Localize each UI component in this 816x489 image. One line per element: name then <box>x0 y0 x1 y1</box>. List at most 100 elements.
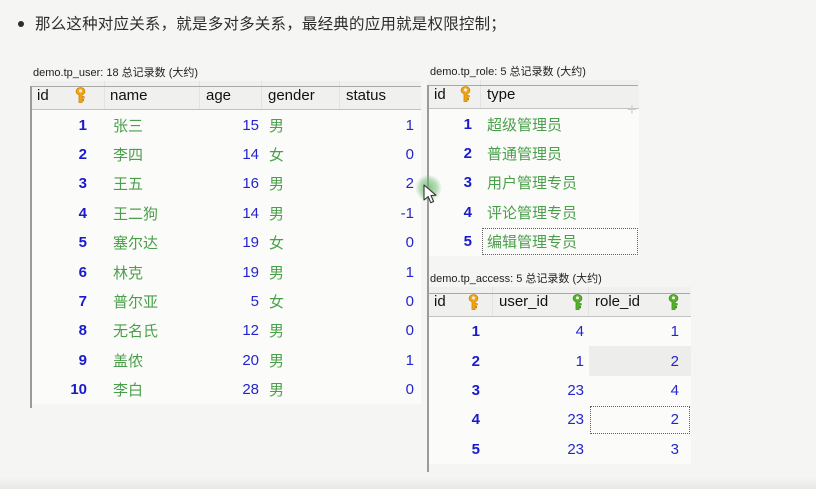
column-label: type <box>487 85 516 103</box>
cell[interactable]: 4 <box>78 204 87 222</box>
cell[interactable]: 23 <box>567 440 584 458</box>
column-label: gender <box>268 86 315 104</box>
cell[interactable]: 19 <box>242 234 259 252</box>
cell[interactable]: 4 <box>463 203 472 221</box>
cell[interactable]: 1 <box>471 323 480 341</box>
table-row: 3 王五 16 男 2 <box>31 169 421 198</box>
cell[interactable]: 女 <box>269 293 285 311</box>
cell[interactable]: 张三 <box>113 117 144 135</box>
cell[interactable]: 盖侬 <box>113 352 144 370</box>
cell[interactable]: 男 <box>269 117 285 135</box>
cell[interactable]: -1 <box>400 204 414 222</box>
cell[interactable]: 1 <box>405 351 414 369</box>
cell[interactable]: 14 <box>242 145 259 163</box>
cell[interactable]: 林克 <box>113 264 144 282</box>
cell[interactable]: 男 <box>269 323 285 341</box>
cell[interactable]: 8 <box>78 322 87 340</box>
cell[interactable]: 0 <box>405 381 414 399</box>
column-label: user_id <box>499 293 549 310</box>
cell[interactable]: 1 <box>463 115 472 133</box>
cell[interactable]: 无名氏 <box>113 323 159 341</box>
column-header-type[interactable]: type <box>481 80 639 108</box>
cell[interactable]: 15 <box>242 116 259 134</box>
cell[interactable]: 普尔亚 <box>113 293 159 311</box>
cell[interactable]: 男 <box>269 382 285 400</box>
cell[interactable]: 男 <box>269 352 285 370</box>
column-label: id <box>434 293 446 310</box>
tp-access-panel: demo.tp_access: 5 总记录数 (大约) id user_id rol… <box>428 272 691 464</box>
cell[interactable]: 编辑管理专员 <box>481 227 639 256</box>
cell[interactable]: 2 <box>405 175 414 193</box>
cell[interactable]: 9 <box>78 351 87 369</box>
cell[interactable]: 16 <box>242 175 259 193</box>
cell[interactable]: 李白 <box>113 382 144 400</box>
cell[interactable]: 4 <box>670 381 679 399</box>
right-tables-left-border <box>427 85 429 472</box>
tp-user-left-border <box>30 86 32 408</box>
column-label: id <box>37 86 49 104</box>
cell[interactable]: 3 <box>463 174 472 192</box>
column-header-gender[interactable]: gender <box>262 81 340 110</box>
cell[interactable]: 6 <box>78 263 87 281</box>
cell[interactable]: 女 <box>269 146 285 164</box>
cell[interactable]: 0 <box>405 292 414 310</box>
cell[interactable]: 3 <box>670 440 679 458</box>
cell[interactable]: 0 <box>405 234 414 252</box>
cell[interactable]: 20 <box>242 351 259 369</box>
column-header-user_id[interactable]: user_id <box>493 287 589 316</box>
plus-icon: + <box>627 100 637 119</box>
column-label: role_id <box>595 293 641 310</box>
cell[interactable]: 男 <box>269 264 285 282</box>
cell[interactable]: 王五 <box>113 176 144 194</box>
cell[interactable]: 4 <box>575 323 584 341</box>
cell[interactable]: 塞尔达 <box>113 235 159 253</box>
cell[interactable]: 19 <box>242 263 259 281</box>
column-header-id[interactable]: id <box>31 81 105 110</box>
table-row: 5 塞尔达 19 女 0 <box>31 228 421 257</box>
cell[interactable]: 4 <box>471 411 480 429</box>
cell[interactable]: 14 <box>242 204 259 222</box>
cell[interactable]: 2 <box>471 352 480 370</box>
cell[interactable]: 用户管理专员 <box>487 175 578 193</box>
cell[interactable]: 2 <box>463 144 472 162</box>
cell[interactable]: 23 <box>567 411 584 429</box>
cell[interactable]: 3 <box>471 381 480 399</box>
cell[interactable]: 10 <box>70 381 87 399</box>
tp-role-panel: demo.tp_role: 5 总记录数 (大约) id type 1 超级管理员 2 普… <box>428 65 639 257</box>
cell[interactable]: 3 <box>78 175 87 193</box>
column-header-status[interactable]: status <box>340 81 421 109</box>
cell[interactable]: 7 <box>78 292 87 310</box>
cell[interactable]: 1 <box>405 263 414 281</box>
cell[interactable]: 超级管理员 <box>487 116 563 134</box>
cell[interactable]: 12 <box>242 322 259 340</box>
pk-key-icon <box>460 86 471 103</box>
cell[interactable]: 28 <box>242 381 259 399</box>
cell[interactable]: 0 <box>405 145 414 163</box>
cell[interactable]: 男 <box>269 205 285 223</box>
tp-access-grid: id user_id role_id 1 4 1 2 1 2 3 23 4 4 23 2 5 23 3 <box>428 287 691 464</box>
cell[interactable]: 5 <box>463 233 472 251</box>
cell[interactable]: 李四 <box>113 146 144 164</box>
cell[interactable]: 评论管理专员 <box>487 204 578 222</box>
column-header-age[interactable]: age <box>200 81 262 110</box>
cell[interactable]: 5 <box>471 440 480 458</box>
cell[interactable]: 23 <box>567 381 584 399</box>
cell[interactable]: 王二狗 <box>113 205 159 223</box>
cell[interactable]: 2 <box>589 346 691 376</box>
column-header-role_id[interactable]: role_id <box>589 287 691 316</box>
cell[interactable]: 1 <box>670 323 679 341</box>
cell[interactable]: 0 <box>405 322 414 340</box>
cell[interactable]: 5 <box>250 292 259 310</box>
cell[interactable]: 2 <box>78 145 87 163</box>
cell[interactable]: 普通管理员 <box>487 145 563 163</box>
column-header-name[interactable]: name <box>105 81 200 110</box>
column-header-id[interactable]: id <box>428 80 481 109</box>
cell[interactable]: 女 <box>269 235 285 253</box>
cell[interactable]: 5 <box>78 234 87 252</box>
column-header-id[interactable]: id <box>428 287 493 316</box>
cell[interactable]: 1 <box>575 352 584 370</box>
cell[interactable]: 1 <box>78 116 87 134</box>
cell[interactable]: 2 <box>589 405 691 434</box>
cell[interactable]: 男 <box>269 176 285 194</box>
cell[interactable]: 1 <box>405 116 414 134</box>
